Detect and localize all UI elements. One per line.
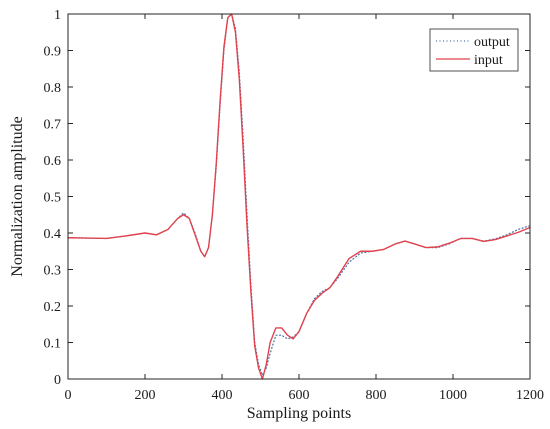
series-line-input bbox=[67, 13, 531, 380]
plot-area bbox=[68, 14, 530, 379]
series-layer bbox=[67, 13, 531, 380]
y-tick-label: 0.5 bbox=[44, 191, 62, 206]
legend: output input bbox=[429, 28, 519, 72]
y-tick-label: 0.2 bbox=[44, 300, 62, 315]
x-axis-label: Sampling points bbox=[247, 405, 351, 422]
x-tick-label: 800 bbox=[366, 388, 387, 403]
legend-output-label: output bbox=[474, 35, 510, 50]
y-tick-label: 0.7 bbox=[44, 118, 62, 133]
x-tick-label: 600 bbox=[289, 388, 310, 403]
x-axis-ticks: 0 200 400 600 800 1000 1200 bbox=[65, 14, 544, 403]
x-tick-label: 0 bbox=[65, 388, 72, 403]
x-tick-label: 200 bbox=[135, 388, 156, 403]
x-tick-label: 1200 bbox=[516, 388, 544, 403]
plot-frame bbox=[67, 13, 531, 380]
y-tick-label: 0.3 bbox=[44, 264, 62, 279]
x-tick-label: 400 bbox=[212, 388, 233, 403]
y-tick-label: 0.1 bbox=[44, 337, 62, 352]
y-tick-label: 0.9 bbox=[44, 45, 62, 60]
y-tick-label: 0.4 bbox=[44, 227, 62, 242]
legend-box bbox=[429, 28, 519, 72]
y-tick-label: 0.6 bbox=[44, 154, 62, 169]
y-tick-label: 0 bbox=[54, 373, 61, 388]
y-tick-label: 0.8 bbox=[44, 81, 62, 96]
x-tick-label: 1000 bbox=[439, 388, 467, 403]
y-axis-ticks: 0 0.1 0.2 0.3 0.4 0.5 0.6 0.7 0.8 0.9 1 bbox=[44, 8, 530, 388]
y-axis-label: Normalization amplitude bbox=[9, 116, 26, 276]
legend-input-label: input bbox=[474, 53, 503, 68]
y-tick-label: 1 bbox=[54, 8, 61, 23]
